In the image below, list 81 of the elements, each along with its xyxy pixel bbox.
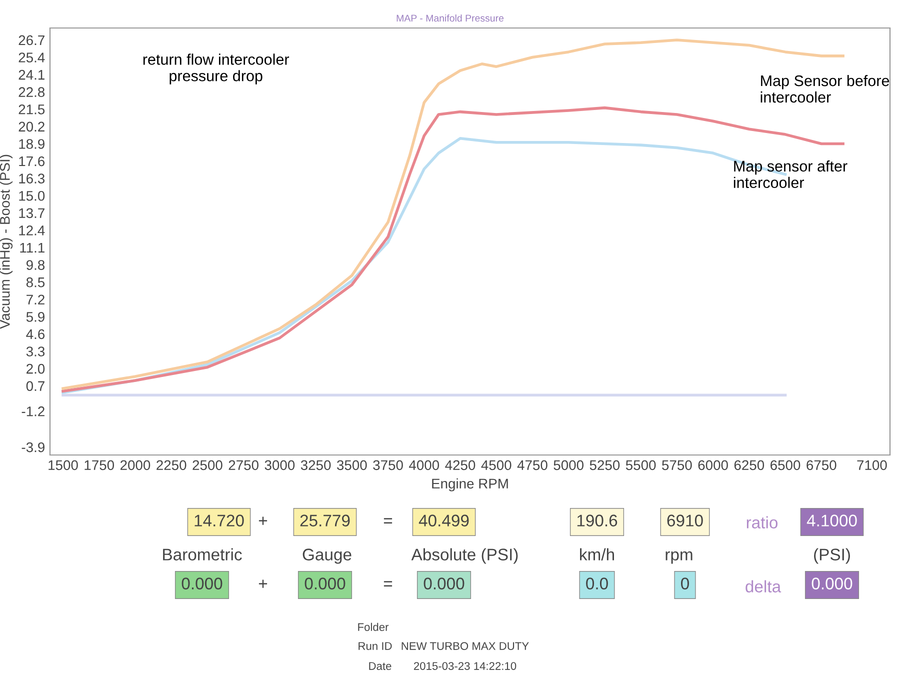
x-tick-label: 1750 xyxy=(84,460,114,470)
x-tick-label: 2250 xyxy=(156,460,186,470)
y-tick-label: -3.9 xyxy=(22,442,44,452)
y-tick-label: 18.9 xyxy=(19,139,44,149)
x-tick-label: 3000 xyxy=(264,460,295,470)
x-tick-label: 4250 xyxy=(445,460,476,470)
text: + xyxy=(258,580,268,588)
x-tick-label: 4500 xyxy=(481,460,512,470)
chart-subtitle: MAP - Manifold Pressure xyxy=(396,14,504,22)
y-tick-label: 11.1 xyxy=(20,242,44,253)
y-tick-label: 24.1 xyxy=(18,70,44,80)
text: + xyxy=(258,516,268,525)
x-tick-label: 5750 xyxy=(662,460,692,470)
text: 14.720 xyxy=(194,514,244,526)
text: 2015-03-23 14:22:10 xyxy=(414,662,516,670)
text: km/h xyxy=(580,548,614,560)
text: = xyxy=(384,518,392,524)
y-tick-label: 15.0 xyxy=(19,190,45,201)
x-tick-label: 4000 xyxy=(409,460,440,470)
y-tick-label: 16.3 xyxy=(19,174,45,184)
text: 0.000 xyxy=(182,578,222,590)
text: Folder xyxy=(358,622,389,631)
y-tick-label: 4.6 xyxy=(26,329,45,340)
x-axis-title: Engine RPM xyxy=(432,478,508,492)
text: rpm xyxy=(666,551,692,564)
y-tick-label: 22.8 xyxy=(18,87,45,98)
text: 40.499 xyxy=(418,514,469,526)
y-tick-label: 26.7 xyxy=(18,35,44,46)
text: = xyxy=(384,581,392,587)
text: 0.0 xyxy=(586,578,608,590)
y-tick-label: 7.2 xyxy=(26,294,44,304)
series-label: Map sensor after intercooler xyxy=(734,160,848,188)
x-tick-label: 6750 xyxy=(806,460,836,470)
x-tick-label: 4750 xyxy=(517,460,548,470)
text: (PSI) xyxy=(814,548,850,564)
text: Barometric xyxy=(163,548,242,560)
x-tick-label: 1500 xyxy=(48,460,78,470)
y-tick-label: 0.7 xyxy=(26,381,44,391)
y-tick-label: 25.4 xyxy=(18,52,45,62)
y-tick-label: 2.0 xyxy=(26,364,45,374)
y-tick-label: 5.9 xyxy=(26,312,44,322)
y-tick-label: 9.8 xyxy=(26,260,45,270)
text: Absolute (PSI) xyxy=(411,548,518,564)
text: 4.1000 xyxy=(806,514,857,526)
text: 0 xyxy=(681,578,689,590)
text: delta xyxy=(746,580,782,592)
y-tick-label: 3.3 xyxy=(26,346,45,356)
text: Gauge xyxy=(302,548,352,564)
text: Date xyxy=(369,662,392,670)
x-tick-label: 6000 xyxy=(698,460,728,470)
y-tick-label: -1.2 xyxy=(22,406,44,416)
text: 0.000 xyxy=(424,578,464,590)
text: NEW TURBO MAX DUTY xyxy=(402,642,529,650)
text: 0.000 xyxy=(812,578,852,590)
x-tick-label: 3500 xyxy=(336,460,367,470)
x-tick-label: 3750 xyxy=(373,460,403,470)
text: 6910 xyxy=(667,514,703,526)
text: ratio xyxy=(746,516,778,528)
x-tick-label: 6250 xyxy=(734,460,764,470)
x-tick-label: 2500 xyxy=(192,460,222,470)
text: 25.779 xyxy=(300,514,350,526)
x-tick-label: 2000 xyxy=(120,460,150,470)
x-tick-label: 5250 xyxy=(590,460,620,470)
y-tick-label: 8.5 xyxy=(26,277,45,288)
x-tick-label: 2750 xyxy=(228,460,258,470)
y-axis-title: Vacuum (inHg) - Boost (PSI) xyxy=(0,154,13,329)
series-label: Map Sensor before intercooler xyxy=(760,74,890,103)
x-tick-label: 5500 xyxy=(626,460,656,470)
annotation: return flow intercooler pressure drop xyxy=(143,54,290,84)
text: Run ID xyxy=(358,642,392,650)
x-tick-label: 7100 xyxy=(857,460,887,470)
y-tick-label: 21.5 xyxy=(18,104,45,114)
x-tick-label: 5000 xyxy=(554,460,584,470)
text: 190.6 xyxy=(577,514,618,526)
y-tick-label: 12.4 xyxy=(19,226,45,236)
x-tick-label: 3250 xyxy=(300,460,331,470)
y-tick-label: 13.7 xyxy=(19,208,44,218)
y-tick-label: 20.2 xyxy=(18,122,44,132)
y-tick-label: 17.6 xyxy=(19,156,45,166)
x-tick-label: 6500 xyxy=(770,460,800,470)
text: 0.000 xyxy=(304,578,346,590)
